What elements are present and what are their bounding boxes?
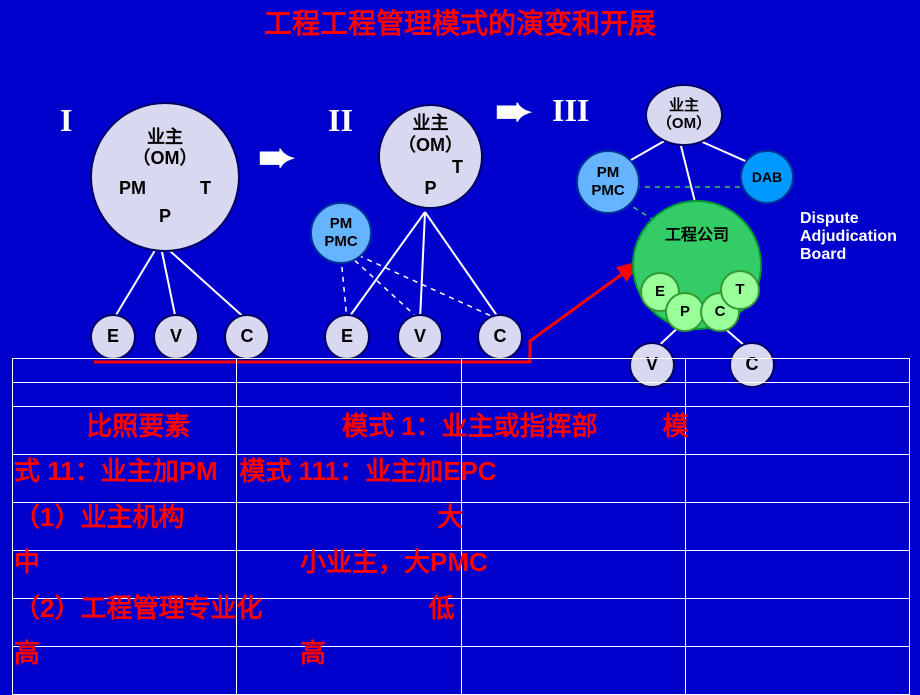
page-title: 工程工程管理模式的演变和开展 (0, 0, 920, 42)
node-v-2: V (397, 314, 443, 360)
om1-label2: （OM） (133, 148, 198, 170)
arrow-icon-1: ➨ (258, 132, 295, 183)
node-c-1: C (224, 314, 270, 360)
node-pm-2: PM PMC (310, 202, 372, 264)
om3-l2: （OM） (657, 115, 711, 133)
om1-t: T (200, 178, 211, 200)
om2-label2: （OM） (398, 135, 463, 157)
om1-p: P (159, 206, 171, 228)
node-om-2: 业主 （OM） T P (378, 104, 483, 209)
node-c-2: C (477, 314, 523, 360)
diagram-area: I II III ➨ ➨ 业主 （OM） PM T P E V C 业主 （OM… (0, 42, 920, 382)
node-t-3: T (720, 270, 760, 310)
node-p-3: P (665, 292, 705, 332)
pm3-l2: PMC (591, 182, 624, 200)
om1-label1: 业主 (147, 127, 183, 149)
om2-p: P (424, 178, 436, 200)
dab-caption: Dispute Adjudication Board (800, 210, 897, 264)
node-v-1: V (153, 314, 199, 360)
node-e-2: E (324, 314, 370, 360)
om1-pm: PM (119, 178, 146, 200)
node-e-1: E (90, 314, 136, 360)
arrow-icon-2: ➨ (495, 86, 532, 137)
om3-l1: 业主 (669, 97, 699, 115)
node-om-3: 业主 （OM） (645, 84, 723, 146)
pm2-l1: PM (330, 215, 353, 233)
pm3-l1: PM (597, 164, 620, 182)
node-dab: DAB (740, 150, 794, 204)
om2-label1: 业主 (413, 113, 449, 135)
text-overlay: 比照要素 模式 1：业主或指挥部 模 式 11：业主加PM 模式 111：业主加… (14, 358, 908, 677)
roman-3: III (552, 92, 589, 129)
roman-2: II (328, 102, 353, 139)
node-pm-3: PM PMC (576, 150, 640, 214)
pm2-l2: PMC (324, 233, 357, 251)
roman-1: I (60, 102, 72, 139)
om2-t: T (452, 157, 463, 179)
node-om-1: 业主 （OM） PM T P (90, 102, 240, 252)
